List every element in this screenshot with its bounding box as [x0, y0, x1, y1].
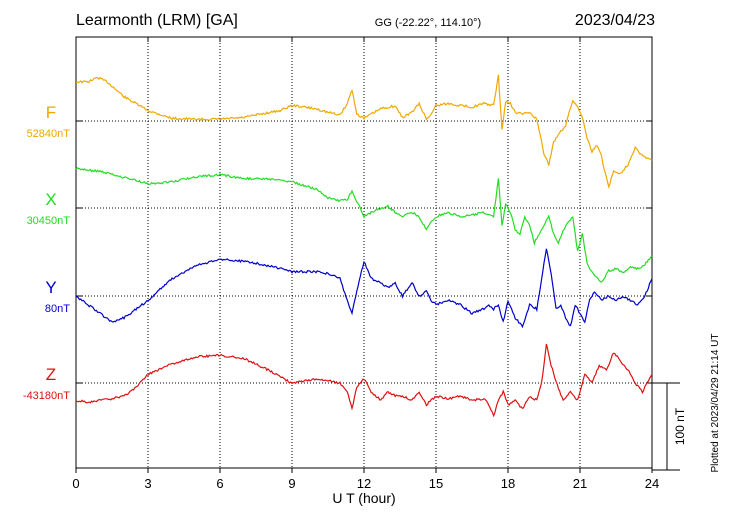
baseline-value-Y: 80nT [45, 303, 70, 315]
x-tick-label-18: 18 [501, 476, 515, 491]
x-axis-ticks: 0 3 6 9 12 15 18 21 24 [72, 37, 659, 491]
scale-bar: 100 nT [652, 382, 687, 471]
date-label: 2023/04/23 [575, 12, 655, 29]
scale-bar-label: 100 nT [673, 407, 687, 445]
x-tick-label-6: 6 [216, 476, 223, 491]
x-tick-label-15: 15 [429, 476, 443, 491]
x-tick-label-21: 21 [573, 476, 587, 491]
data-series [75, 74, 653, 418]
baseline-value-Z: -43180nT [23, 390, 70, 402]
baseline-value-F: 52840nT [27, 128, 71, 140]
plotted-at-note: Plotted at 2023/04/29 21:14 UT [710, 334, 721, 473]
series-line-Z [75, 343, 653, 418]
series-line-X [75, 167, 653, 283]
x-axis-label: U T (hour) [332, 490, 395, 506]
x-tick-label-3: 3 [144, 476, 151, 491]
series-name-X: X [45, 190, 56, 209]
x-tick-label-9: 9 [288, 476, 295, 491]
series-name-Z: Z [46, 365, 56, 384]
coordinates-label: GG (-22.22°, 114.10°) [375, 17, 481, 29]
x-tick-label-0: 0 [72, 476, 79, 491]
series-name-Y: Y [45, 278, 56, 297]
series-name-F: F [46, 103, 56, 122]
series-line-F [75, 74, 653, 189]
x-tick-label-24: 24 [645, 476, 659, 491]
station-title: Learmonth (LRM) [GA] [76, 12, 238, 29]
plot-frame [75, 36, 653, 469]
baseline-value-X: 30450nT [27, 215, 71, 227]
series-line-Y [75, 248, 653, 329]
baseline-lines [76, 120, 652, 384]
series-labels: F 52840nT X 30450nT Y 80nT Z -43180nT [23, 103, 70, 402]
x-tick-label-12: 12 [357, 476, 371, 491]
